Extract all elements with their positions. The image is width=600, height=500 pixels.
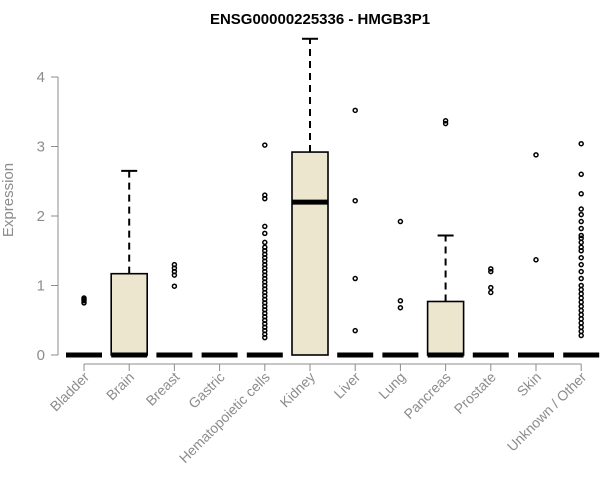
outlier-point <box>397 298 404 304</box>
outlier-point <box>171 283 178 289</box>
outlier-point <box>578 239 584 246</box>
outlier-point <box>578 235 584 241</box>
outlier-point <box>578 268 584 275</box>
x-tick-label: Gastric <box>185 369 228 412</box>
y-axis: 0 1 2 3 4 <box>37 69 59 364</box>
outlier-point <box>578 244 584 251</box>
outlier-point <box>578 291 584 297</box>
x-tick-label: Bladder <box>47 369 93 415</box>
x-tick-label: Brain <box>103 369 137 403</box>
outlier-point <box>262 239 268 246</box>
box-prostate <box>472 266 509 358</box>
outlier-point <box>488 266 494 272</box>
outlier-point <box>397 304 404 311</box>
outlier-point <box>578 328 584 335</box>
y-tick-label-4: 4 <box>37 69 45 86</box>
box-bladder <box>66 295 102 358</box>
box-skin <box>518 152 554 358</box>
x-tick-label: Breast <box>143 369 183 409</box>
outlier-point <box>352 197 358 204</box>
outlier-point <box>578 324 584 330</box>
box-lung <box>382 218 419 358</box>
outlier-point <box>533 152 539 158</box>
x-tick-label: Prostate <box>451 369 499 417</box>
outlier-point <box>533 257 539 263</box>
x-tick-label: Liver <box>331 369 364 402</box>
outlier-point <box>578 307 584 314</box>
outlier-point <box>442 118 449 124</box>
outlier-point <box>171 261 178 268</box>
box-liver <box>337 107 374 358</box>
box-breast <box>156 261 193 358</box>
outlier-point <box>262 230 268 237</box>
y-axis-label: Expression <box>0 163 17 237</box>
outlier-point <box>262 244 268 251</box>
outlier-point <box>81 295 87 301</box>
outlier-point <box>578 254 584 261</box>
x-tick-label: Kidney <box>277 369 319 411</box>
x-tick-label: Skin <box>514 369 545 400</box>
outlier-point <box>578 332 584 339</box>
box-iqr <box>291 151 329 356</box>
x-tick-label: Unknown / Other <box>504 369 590 455</box>
outlier-point <box>578 311 584 318</box>
outlier-point <box>578 140 584 147</box>
outlier-point <box>578 232 584 239</box>
outlier-point <box>578 316 584 322</box>
box-pancreas <box>426 118 465 358</box>
box-iqr <box>110 272 148 356</box>
outlier-point <box>578 303 584 310</box>
outlier-point <box>578 295 584 301</box>
outlier-point <box>352 327 358 334</box>
x-tick-label: Pancreas <box>401 369 454 422</box>
y-tick-label-3: 3 <box>37 139 45 156</box>
outlier-point <box>488 268 494 275</box>
outlier-point <box>578 282 584 289</box>
outlier-point <box>578 171 584 178</box>
outlier-point <box>578 218 584 225</box>
plot-area <box>66 37 600 358</box>
outlier-point <box>442 120 449 127</box>
outlier-point <box>578 320 584 326</box>
outlier-point <box>488 289 494 296</box>
box-iqr <box>426 300 465 356</box>
chart-title: ENSG00000225336 - HMGB3P1 <box>210 11 430 28</box>
y-tick-label-0: 0 <box>37 347 45 364</box>
outlier-point <box>578 206 584 212</box>
outlier-point <box>352 107 358 114</box>
x-tick-label: Lung <box>375 369 408 402</box>
outlier-point <box>578 211 584 218</box>
y-tick-label-2: 2 <box>37 208 45 225</box>
box-hematopoietic-cells <box>246 142 283 358</box>
outlier-point <box>578 299 584 305</box>
y-tick-label-1: 1 <box>37 278 45 295</box>
outlier-point <box>578 191 584 197</box>
outlier-point <box>578 275 584 282</box>
outlier-point <box>397 218 404 225</box>
box-kidney <box>291 37 329 356</box>
outlier-point <box>578 286 584 293</box>
outlier-point <box>352 275 358 282</box>
outlier-point <box>262 192 268 198</box>
outlier-point <box>262 223 268 230</box>
box-brain <box>110 169 148 358</box>
outlier-point <box>488 284 494 291</box>
outlier-point <box>262 142 268 148</box>
outlier-point <box>578 225 584 232</box>
box-unknown-other <box>563 140 600 358</box>
outlier-point <box>578 261 584 268</box>
